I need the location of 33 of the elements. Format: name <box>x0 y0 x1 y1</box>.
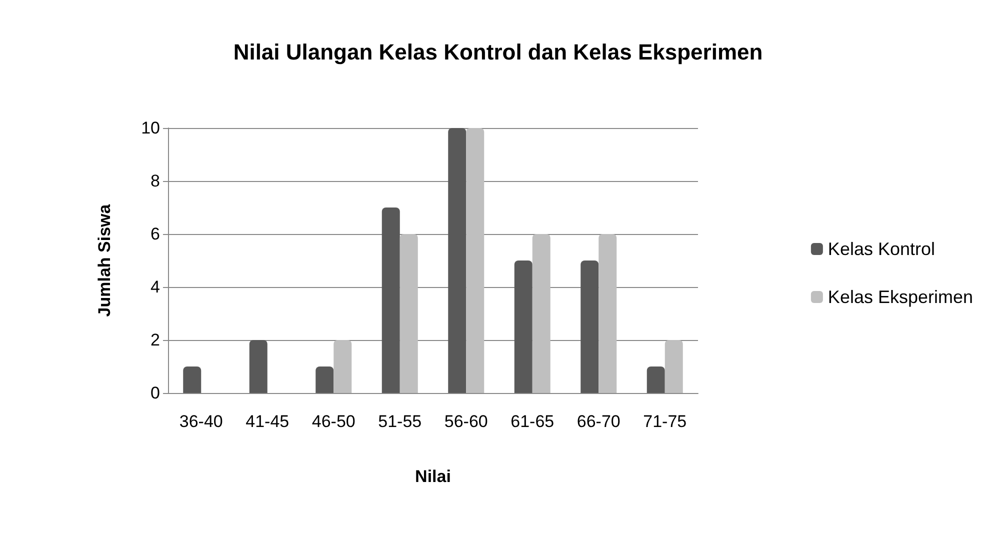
y-tick-label: 2 <box>150 330 160 350</box>
bar <box>466 128 484 393</box>
y-tick-label: 6 <box>150 224 160 244</box>
bar <box>334 340 352 393</box>
y-tick-label: 8 <box>150 172 160 190</box>
bar <box>382 208 400 393</box>
bar <box>448 128 466 393</box>
x-tick-label: 56-60 <box>444 412 488 431</box>
y-tick-label: 10 <box>141 118 160 138</box>
bar <box>183 366 202 393</box>
x-tick-label: 46-50 <box>312 412 356 431</box>
bar <box>598 234 617 393</box>
bar <box>400 234 418 393</box>
x-tick-label: 61-65 <box>510 412 554 431</box>
chart-title: Nilai Ulangan Kelas Kontrol dan Kelas Eksperimen <box>233 40 763 64</box>
y-tick-label: 0 <box>150 384 160 402</box>
x-tick-label: 71-75 <box>643 412 687 431</box>
x-tick-label: 36-40 <box>179 412 223 431</box>
x-tick-label: 51-55 <box>378 412 422 431</box>
x-tick-label: 41-45 <box>246 412 290 431</box>
bar <box>514 260 532 393</box>
x-tick-label: 66-70 <box>576 412 620 431</box>
bar <box>532 234 550 393</box>
bar <box>316 366 334 393</box>
legend-label: Kelas Kontrol <box>828 239 935 259</box>
bar <box>580 260 599 393</box>
legend-label: Kelas Eksperimen <box>828 287 974 307</box>
y-axis-title: Jumlah Siswa <box>95 204 114 317</box>
y-tick-label: 4 <box>150 278 160 296</box>
bar <box>664 340 683 393</box>
x-axis-title: Nilai <box>415 467 451 486</box>
bar <box>249 340 268 393</box>
bar <box>646 366 665 393</box>
